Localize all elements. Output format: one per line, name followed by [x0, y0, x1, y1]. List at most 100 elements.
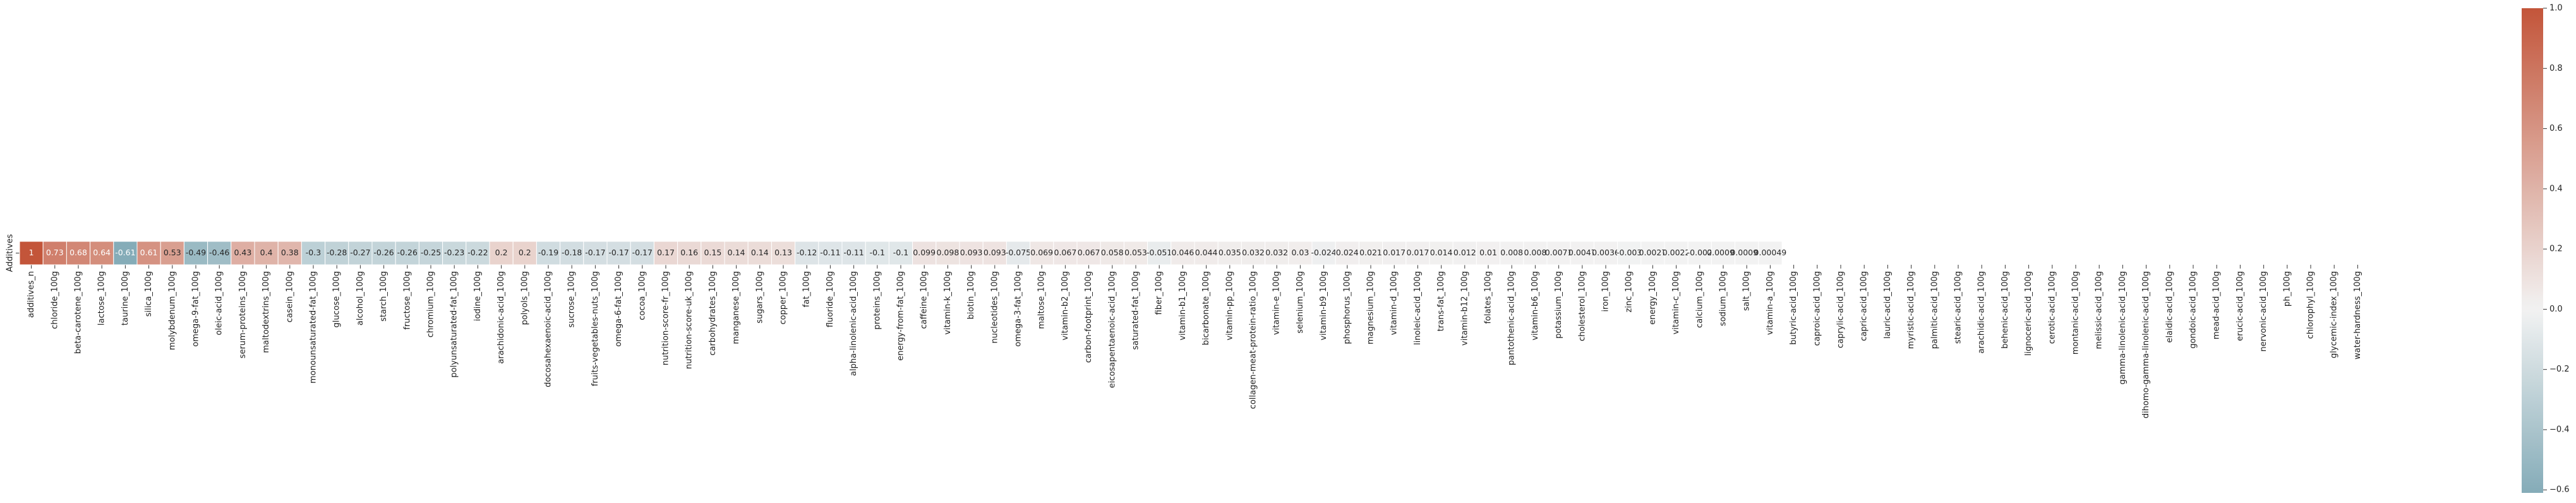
x-tick-label: sodium_100g — [1719, 271, 1728, 326]
cell-label: 0.53 — [164, 248, 181, 257]
x-tick-label: nucleotides_100g — [990, 271, 999, 344]
cell-label: 0.00095 — [1730, 248, 1763, 257]
x-tick-label: ph_100g — [2282, 271, 2292, 306]
x-tick-label: pantothenic-acid_100g — [1507, 271, 1517, 365]
heatmap-cell — [136, 241, 161, 265]
x-tick-label: omega-6-fat_100g — [614, 271, 623, 347]
x-tick-label: starch_100g — [379, 271, 388, 322]
heatmap-cell — [66, 241, 91, 265]
x-tick-label: carbon-footprint_100g — [1084, 271, 1093, 363]
cell-label: 0.017 — [1383, 248, 1405, 257]
heatmap-cell — [724, 241, 749, 265]
x-tick-label: arachidonic-acid_100g — [497, 271, 506, 364]
x-tick-label: polyols_100g — [520, 271, 529, 325]
heatmap-cell — [1640, 241, 1665, 265]
cell-label: -0.11 — [843, 248, 864, 257]
x-tick-label: palmitic-acid_100g — [1930, 271, 1939, 349]
cell-label: -0.28 — [327, 248, 347, 257]
cell-label: -0.17 — [585, 248, 605, 257]
x-tick-label: magnesium_100g — [1366, 271, 1376, 344]
x-tick-label: lignoceric-acid_100g — [2024, 271, 2033, 356]
heatmap-cell — [1570, 241, 1594, 265]
x-tick-label: energy_100g — [1648, 271, 1658, 325]
x-tick-label: polyunsaturated-fat_100g — [450, 271, 459, 378]
x-tick-label: nutrition-score-fr_100g — [661, 271, 671, 365]
x-tick-label: sugars_100g — [755, 271, 764, 324]
x-tick-label: copper_100g — [779, 271, 788, 325]
cell-label: -0.27 — [350, 248, 370, 257]
cell-label: 0.093 — [984, 248, 1006, 257]
heatmap-cell — [982, 241, 1007, 265]
x-tick-label: glycemic-index_100g — [2330, 271, 2339, 358]
cell-label: 0.43 — [234, 248, 251, 257]
heatmap-cell — [1382, 241, 1407, 265]
heatmap-cell — [1100, 241, 1124, 265]
heatmap-cell — [113, 241, 138, 265]
heatmap-cell — [795, 241, 819, 265]
cell-label: -0.49 — [186, 248, 206, 257]
heatmap-cell — [606, 241, 631, 265]
cell-label: 0.008 — [1500, 248, 1523, 257]
cell-label: 0.032 — [1242, 248, 1265, 257]
cell-label: 0.38 — [281, 248, 299, 257]
cell-label: -0.22 — [467, 248, 488, 257]
colorbar-tick-label: 1.0 — [2549, 4, 2563, 13]
x-tick-label: caprylic-acid_100g — [1836, 271, 1846, 348]
cell-label: 0.014 — [1430, 248, 1453, 257]
x-tick-label: saturated-fat_100g — [1131, 271, 1141, 350]
x-tick-label: vitamin-b1_100g — [1178, 271, 1188, 341]
x-tick-label: gamma-linolenic-acid_100g — [2118, 271, 2128, 384]
x-tick-label: collagen-meat-protein-ratio_100g — [1249, 271, 1258, 409]
x-tick-label: selenium_100g — [1296, 271, 1305, 334]
heatmap-cell — [1030, 241, 1054, 265]
heatmap-cell — [1147, 241, 1172, 265]
cell-label: 0.0022 — [1663, 248, 1690, 257]
cell-label: 0.00049 — [1754, 248, 1787, 257]
x-tick-label: maltose_100g — [1037, 271, 1047, 329]
heatmap-cell — [395, 241, 419, 265]
cell-label: -0.075 — [1006, 248, 1031, 257]
cell-label: -0.23 — [444, 248, 464, 257]
x-tick-label: vitamin-e_100g — [1272, 271, 1282, 335]
x-tick-label: fruits-vegetables-nuts_100g — [591, 271, 600, 386]
x-tick-label: beta-carotene_100g — [74, 271, 83, 354]
colorbar-tick-label: 0.6 — [2549, 124, 2563, 133]
x-tick-label: molybdenum_100g — [167, 271, 177, 350]
x-tick-label: chloride_100g — [50, 271, 59, 329]
x-tick-label: vitamin-b12_100g — [1460, 271, 1469, 346]
x-tick-label: melissic-acid_100g — [2095, 271, 2104, 349]
heatmap-cell — [1452, 241, 1477, 265]
heatmap-cell — [1735, 241, 1759, 265]
x-tick-label: trans-fat_100g — [1436, 271, 1446, 331]
cell-label: 0.64 — [93, 248, 111, 257]
x-tick-label: fructose_100g — [402, 271, 412, 330]
x-tick-label: silica_100g — [144, 271, 153, 317]
cell-label: 0.069 — [1030, 248, 1053, 257]
colorbar-tick-label: −0.2 — [2549, 365, 2570, 374]
heatmap-cell — [701, 241, 725, 265]
x-tick-label: cholesterol_100g — [1577, 271, 1587, 341]
cell-label: 0.058 — [1101, 248, 1124, 257]
heatmap-cell — [1171, 241, 1195, 265]
x-tick-label: vitamin-b6_100g — [1531, 271, 1540, 341]
x-tick-label: linoleic-acid_100g — [1413, 271, 1423, 345]
cell-label: 0.61 — [140, 248, 158, 257]
heatmap-cell — [1053, 241, 1078, 265]
x-tick-label: salt_100g — [1742, 271, 1752, 311]
colorbar-tick-label: 0.4 — [2549, 184, 2563, 193]
cell-label: -0.25 — [421, 248, 441, 257]
cell-label: 0.2 — [495, 248, 508, 257]
cell-label: 1 — [29, 248, 34, 257]
x-tick-label: nutrition-score-uk_100g — [685, 271, 694, 369]
x-tick-label: proteins_100g — [872, 271, 882, 330]
heatmap-cell — [841, 241, 866, 265]
heatmap-cell — [888, 241, 913, 265]
x-tick-label: maltodextrins_100g — [262, 271, 271, 353]
cell-label: 0.15 — [704, 248, 721, 257]
colorbar-tick-label: 0.8 — [2549, 64, 2563, 73]
x-tick-label: bicarbonate_100g — [1201, 271, 1211, 345]
x-tick-label: chlorophyl_100g — [2306, 271, 2316, 339]
x-tick-label: alcohol_100g — [356, 271, 365, 325]
x-tick-label: folates_100g — [1484, 271, 1493, 324]
x-tick-label: arachidic-acid_100g — [1977, 271, 1987, 354]
